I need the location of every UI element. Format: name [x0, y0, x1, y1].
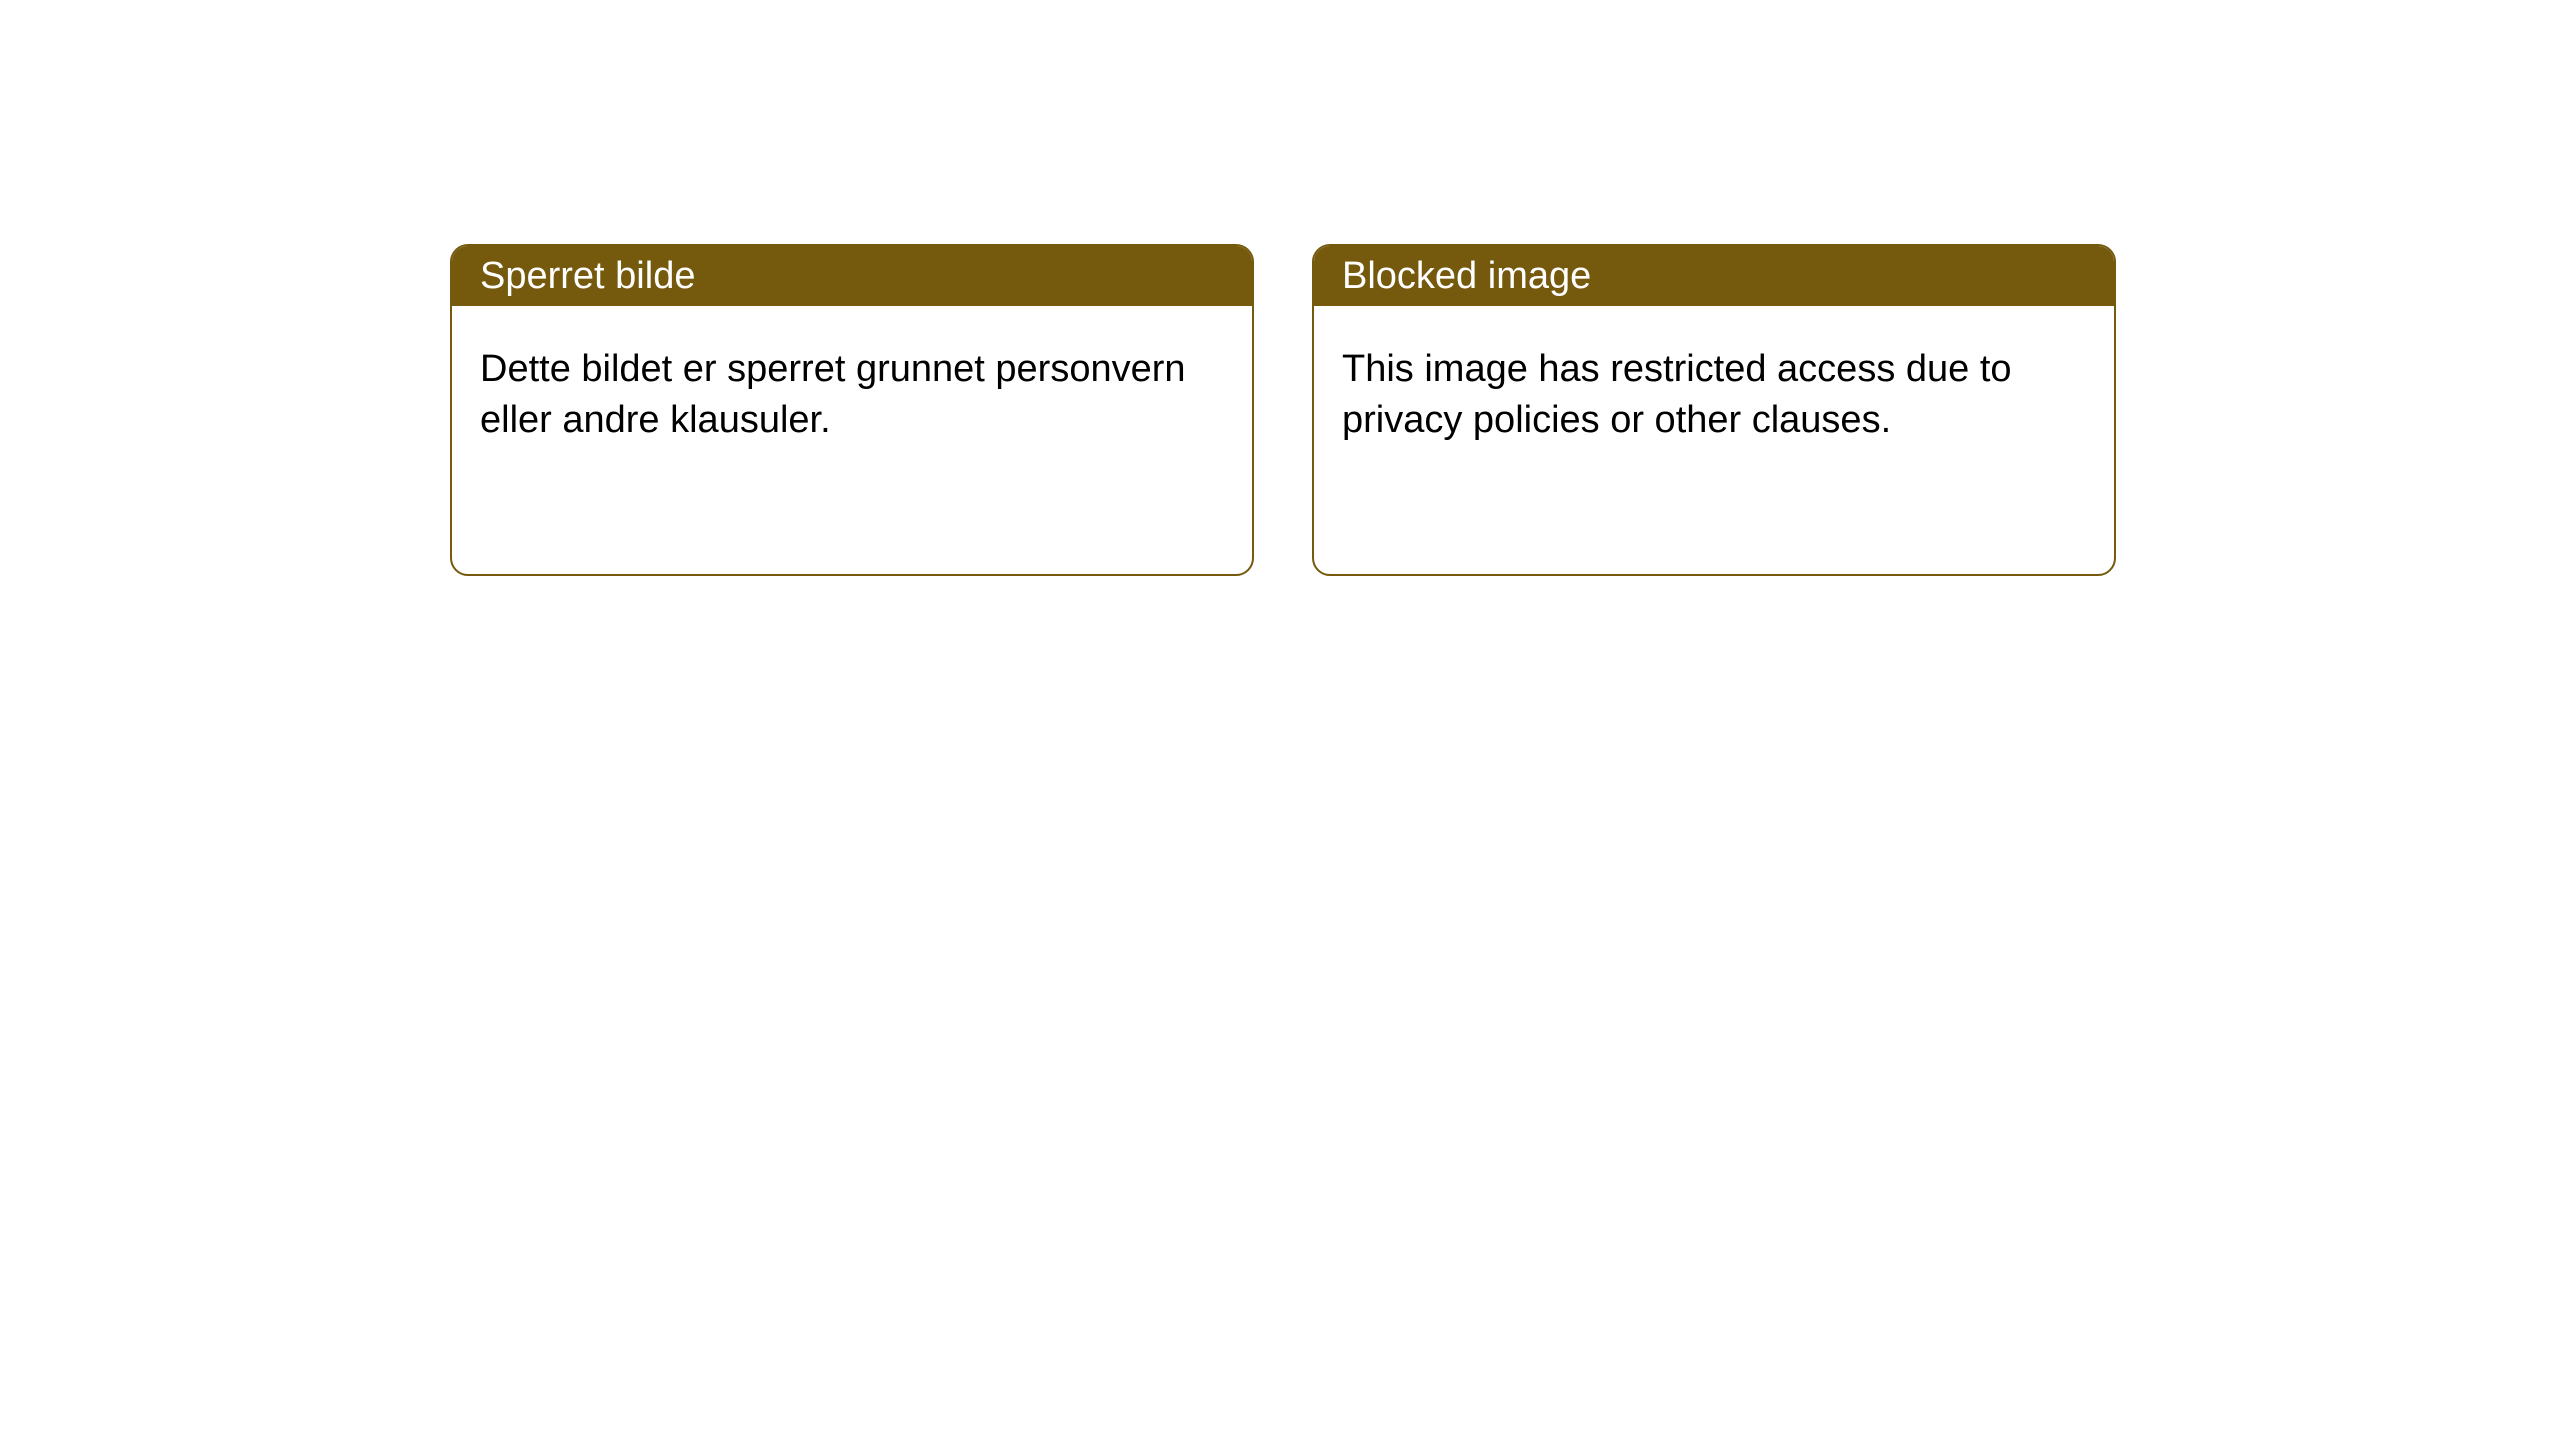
card-title: Blocked image	[1342, 255, 1591, 298]
card-title: Sperret bilde	[480, 255, 695, 298]
card-body: This image has restricted access due to …	[1314, 306, 2114, 485]
notice-card-norwegian: Sperret bilde Dette bildet er sperret gr…	[450, 244, 1254, 576]
card-body-text: Dette bildet er sperret grunnet personve…	[480, 348, 1186, 441]
notice-card-english: Blocked image This image has restricted …	[1312, 244, 2116, 576]
card-body-text: This image has restricted access due to …	[1342, 348, 2012, 441]
card-header: Sperret bilde	[452, 246, 1252, 306]
notice-cards-container: Sperret bilde Dette bildet er sperret gr…	[450, 244, 2116, 576]
card-body: Dette bildet er sperret grunnet personve…	[452, 306, 1252, 485]
card-header: Blocked image	[1314, 246, 2114, 306]
